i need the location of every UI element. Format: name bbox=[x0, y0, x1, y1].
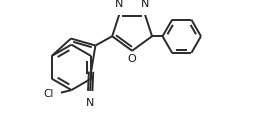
Text: Cl: Cl bbox=[44, 88, 54, 99]
Text: N: N bbox=[86, 98, 94, 108]
Text: N: N bbox=[115, 0, 123, 9]
Text: O: O bbox=[128, 54, 136, 64]
Text: N: N bbox=[141, 0, 150, 9]
